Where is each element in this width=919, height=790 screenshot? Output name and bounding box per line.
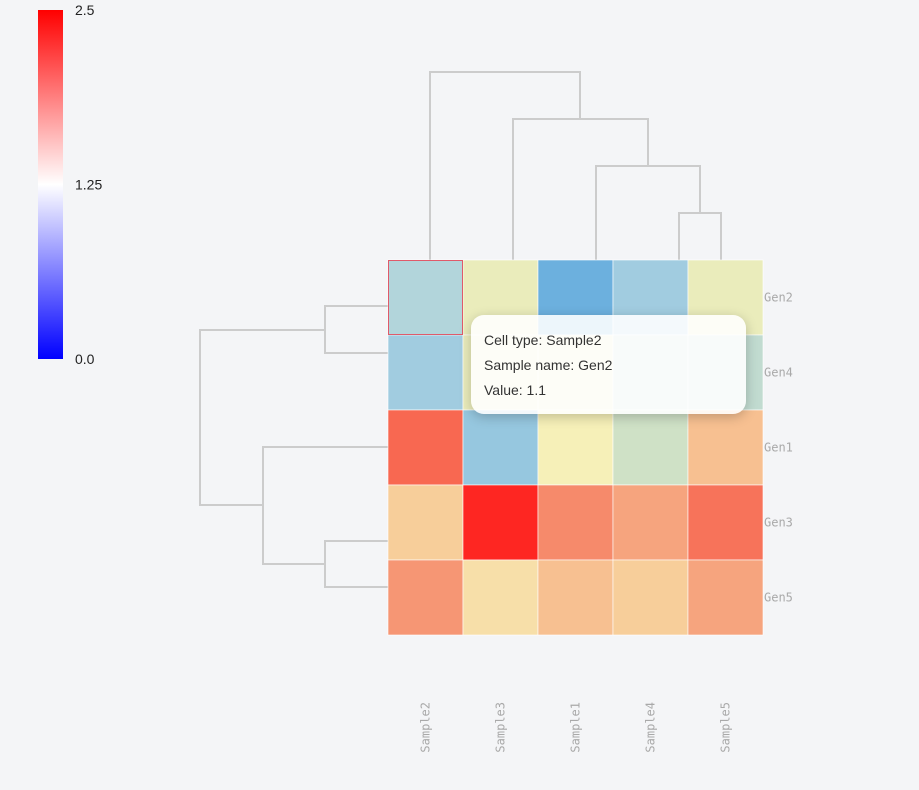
column-label: Sample4 [644,702,658,753]
row-dendrogram [199,305,388,588]
row-dendrogram-branch [199,329,325,506]
column-dendrogram-branch [512,118,649,260]
row-dendrogram-branch [324,540,388,588]
heatmap-cell-gen5-sample5[interactable] [687,559,764,636]
row-label: Gen1 [764,441,793,455]
row-labels: Gen2 Gen4 Gen1 Gen3 Gen5 [764,291,793,605]
heatmap-cell-gen1-sample1[interactable] [537,409,614,486]
column-dendrogram [429,71,722,260]
tooltip-cell-type: Cell type: Sample2 [484,332,602,348]
row-label: Gen4 [764,366,793,380]
hover-tooltip: Cell type: Sample2 Sample name: Gen2 Val… [471,315,746,414]
heatmap-cell-gen2-sample2[interactable] [387,259,464,336]
row-label: Gen2 [764,291,793,305]
row-label: Gen3 [764,516,793,530]
colorbar-ticks: 0.0 1.25 2.5 [75,2,102,367]
column-dendrogram-branch [429,71,581,260]
column-label: Sample2 [419,702,433,753]
colorbar: 0.0 1.25 2.5 [38,2,102,367]
row-label: Gen5 [764,591,793,605]
heatmap-cell-gen1-sample2[interactable] [387,409,464,486]
heatmap-cell-gen3-sample3[interactable] [462,484,539,561]
heatmap-cell-gen5-sample2[interactable] [387,559,464,636]
colorbar-tick-label: 1.25 [75,177,102,193]
heatmap-cell-gen5-sample1[interactable] [537,559,614,636]
heatmap-cell-gen5-sample4[interactable] [612,559,689,636]
colorbar-tick-label: 0.0 [75,351,95,367]
heatmap-cell-gen1-sample4[interactable] [612,409,689,486]
column-labels: Sample2 Sample3 Sample1 Sample4 Sample5 [419,702,733,753]
column-label: Sample5 [719,702,733,753]
heatmap-cell-gen3-sample4[interactable] [612,484,689,561]
heatmap-cell-gen1-sample3[interactable] [462,409,539,486]
colorbar-tick-label: 2.5 [75,2,95,18]
tooltip-sample-name: Sample name: Gen2 [484,357,613,373]
heatmap-cell-gen3-sample5[interactable] [687,484,764,561]
heatmap-cell-gen5-sample3[interactable] [462,559,539,636]
column-label: Sample3 [494,702,508,753]
colorbar-gradient [38,10,63,359]
column-label: Sample1 [569,702,583,753]
heatmap-cell-gen1-sample5[interactable] [687,409,764,486]
heatmap-cell-gen3-sample1[interactable] [537,484,614,561]
tooltip-value: Value: 1.1 [484,382,547,398]
column-dendrogram-branch [678,212,722,260]
heatmap-cell-gen3-sample2[interactable] [387,484,464,561]
row-dendrogram-branch [324,305,388,354]
heatmap-cell-highlight [388,260,463,335]
heatmap-cell-gen4-sample2[interactable] [387,334,464,411]
